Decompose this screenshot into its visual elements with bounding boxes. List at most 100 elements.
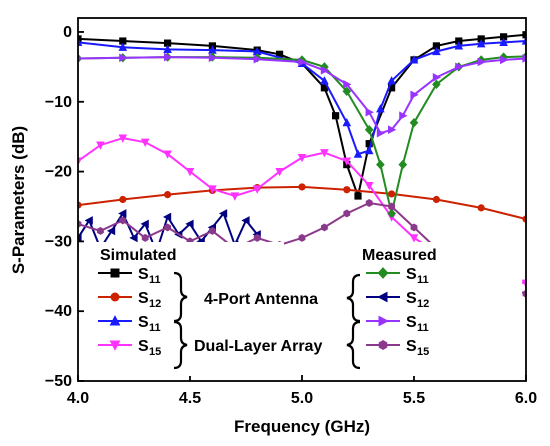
data-point-sim_s15_dl: [140, 138, 150, 147]
x-tick-label: 6.0: [515, 390, 537, 407]
legend-label-subscript: 11: [149, 274, 161, 286]
data-point-meas_s11_dl: [500, 55, 509, 65]
data-point-meas_s12_4p: [140, 219, 149, 229]
legend-entry-sim_s11_4p: S 11: [98, 266, 161, 286]
legend-bg-left: [92, 242, 284, 376]
data-point-meas_s11_4p: [376, 159, 385, 170]
legend-entry-meas_s11_dl: S 11: [366, 314, 429, 334]
legend-label-subscript: 15: [417, 346, 429, 358]
legend-entry-sim_s11_dl: S 11: [98, 314, 161, 334]
series-sim_s11_dl: [78, 36, 526, 158]
data-point-meas_s15_dl: [119, 216, 127, 225]
data-point-sim_s15_dl: [163, 150, 172, 159]
data-point-sim_s11_4p: [320, 84, 328, 92]
legend-measured-title: Measured: [362, 247, 437, 264]
data-point-sim_s15_dl: [409, 234, 419, 243]
legend-group-dual: Dual-Layer Array: [194, 338, 322, 355]
data-point-meas_s11_dl: [399, 111, 408, 121]
legend-label: S: [406, 314, 417, 331]
data-point-meas_s12_4p: [129, 233, 138, 243]
legend-label-subscript: 12: [417, 298, 429, 310]
data-point-sim_s11_dl: [521, 36, 526, 45]
data-point-sim_s15_dl: [185, 167, 195, 177]
data-point-meas_s11_dl: [208, 53, 218, 63]
data-point-sim_s11_dl: [376, 104, 385, 113]
legend-label-subscript: 11: [417, 322, 429, 334]
data-point-sim_s11_4p: [455, 37, 463, 45]
legend-label-subscript: 12: [149, 298, 161, 310]
y-axis-title: S-Parameters (dB): [9, 126, 28, 274]
data-point-meas_s12_4p: [162, 212, 172, 222]
data-point-meas_s12_4p: [241, 216, 250, 225]
legend-brace-sim-dual: [173, 320, 188, 370]
data-point-sim_s11_4p: [78, 35, 82, 43]
data-point-meas_s12_4p: [118, 209, 127, 218]
series-line-meas_s11_dl: [78, 56, 526, 135]
data-point-meas_s11_4p: [398, 159, 408, 170]
series-sim_s12_4p: [78, 183, 526, 223]
legend-entry-sim_s15_dl: S 15: [98, 338, 161, 358]
data-point-sim_s12_4p: [432, 195, 440, 204]
legend-label-subscript: 15: [149, 346, 161, 358]
data-point-sim_s15_dl: [342, 157, 352, 166]
data-point-sim_s11_dl: [118, 42, 128, 51]
data-point-sim_s15_dl: [96, 141, 105, 150]
data-point-sim_s15_dl: [78, 157, 83, 166]
data-point-sim_s15_dl: [208, 185, 217, 194]
y-tick-label: −30: [45, 233, 72, 250]
data-point-sim_s11_dl: [499, 37, 508, 47]
data-point-sim_s11_4p: [500, 33, 508, 41]
data-point-sim_s15_dl: [275, 167, 284, 177]
legend-entry-meas_s11_4p: S 11: [366, 266, 429, 286]
data-point-sim_s12_4p: [298, 183, 306, 191]
data-point-sim_s11_dl: [364, 145, 374, 155]
data-point-meas_s15_dl: [141, 233, 149, 242]
data-point-sim_s12_4p: [477, 204, 485, 212]
legend-entry-sim_s12_4p: S 12: [98, 290, 161, 310]
legend-label: S: [406, 338, 417, 355]
legend-marker: [377, 267, 389, 279]
data-point-meas_s12_4p: [185, 219, 194, 229]
data-point-sim_s11_4p: [477, 35, 485, 43]
legend-label-subscript: 11: [149, 322, 161, 334]
data-point-sim_s15_dl: [230, 192, 240, 201]
data-point-meas_s11_dl: [119, 53, 128, 63]
data-point-meas_s11_dl: [298, 57, 307, 67]
data-point-meas_s11_dl: [432, 73, 442, 82]
data-point-meas_s15_dl: [253, 233, 261, 242]
data-point-meas_s11_dl: [410, 90, 419, 100]
data-point-sim_s11_dl: [342, 118, 352, 127]
data-point-meas_s11_4p: [409, 118, 419, 128]
data-point-sim_s15_dl: [297, 154, 307, 163]
data-point-sim_s11_dl: [409, 55, 419, 64]
legend-brace-sim-4port: [173, 271, 188, 323]
legend-marker: [378, 315, 389, 327]
legend-bg-right: [340, 242, 522, 376]
legend-label: S: [406, 266, 417, 283]
legend-entry-meas_s12_4p: S 12: [366, 290, 429, 310]
data-point-sim_s11_dl: [163, 44, 172, 54]
legend-marker: [109, 315, 121, 326]
data-point-sim_s11_dl: [387, 76, 396, 85]
data-point-meas_s12_4p: [84, 216, 93, 225]
legend-entries: S 11S 12S 11S 15S 11S 12S 11S 15: [98, 266, 429, 358]
data-point-sim_s15_dl: [118, 134, 128, 143]
data-point-sim_s11_4p: [276, 50, 284, 58]
legend-marker: [110, 292, 120, 302]
data-point-meas_s11_dl: [253, 54, 262, 64]
data-point-sim_s11_4p: [522, 31, 526, 39]
data-point-meas_s15_dl: [208, 226, 216, 235]
data-point-meas_s11_dl: [376, 128, 386, 138]
data-point-sim_s11_dl: [320, 76, 329, 85]
data-point-sim_s11_4p: [365, 140, 373, 148]
data-point-sim_s12_4p: [119, 195, 127, 204]
data-point-sim_s11_4p: [119, 37, 127, 45]
legend-brace-meas-4port: [346, 273, 361, 323]
data-point-sim_s11_dl: [78, 37, 83, 47]
legend-marker: [378, 340, 388, 350]
legend: Simulated Measured 4-Port Antenna Dual-L…: [92, 242, 522, 376]
y-tick-label: 0: [63, 24, 72, 41]
data-point-sim_s11_dl: [353, 149, 363, 158]
data-point-meas_s11_dl: [343, 79, 352, 89]
